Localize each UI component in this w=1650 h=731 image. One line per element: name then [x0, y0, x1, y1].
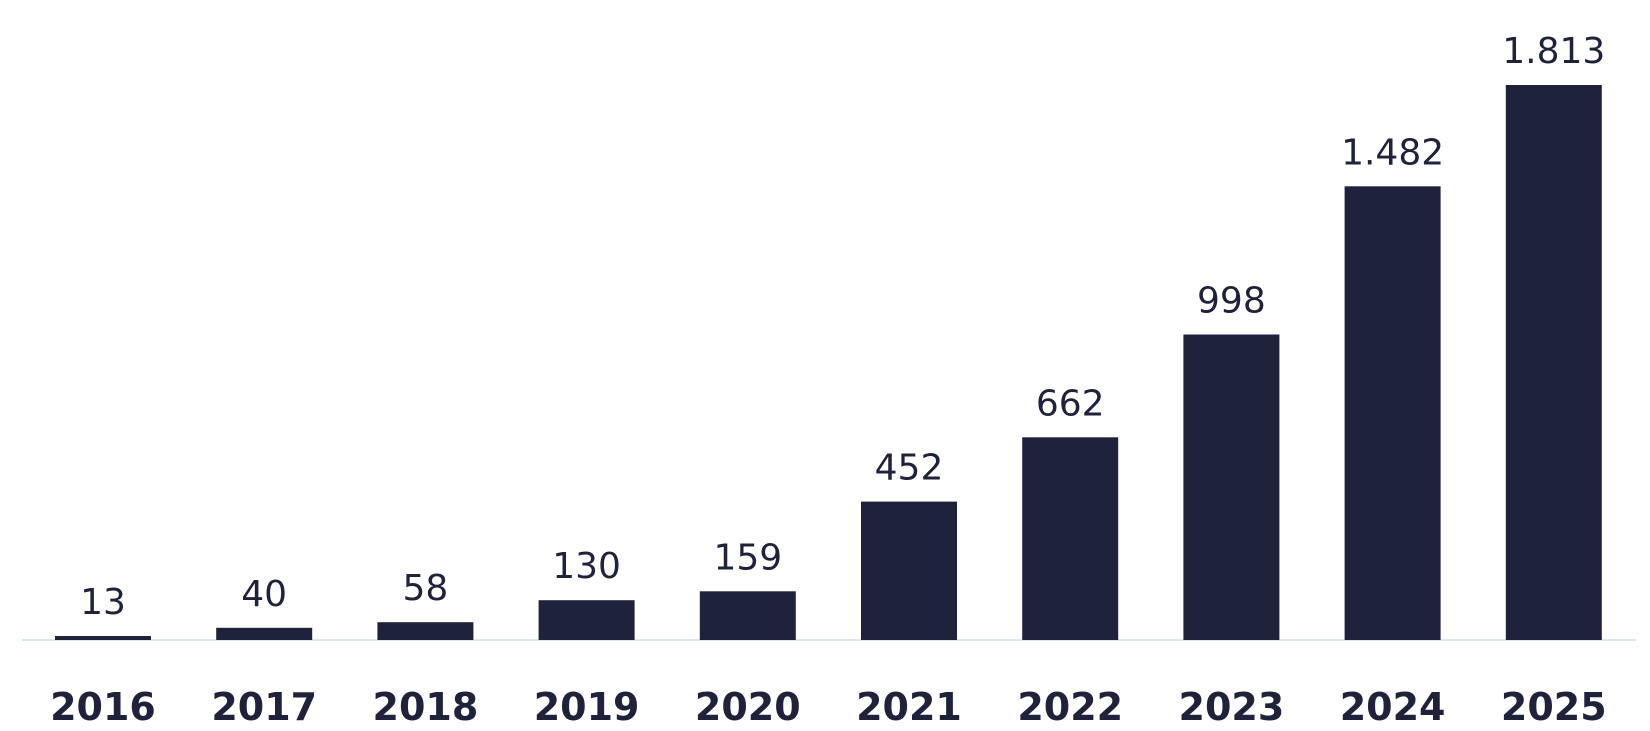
bar-2017 — [216, 627, 313, 640]
bar-2018 — [377, 622, 474, 640]
value-label-2021: 452 — [875, 448, 944, 489]
value-label-2025: 1.813 — [1502, 31, 1605, 72]
category-label-2024: 2024 — [1340, 685, 1446, 729]
category-labels-layer: 2016 2017 2018 2019 2020 2021 2022 2023 2024 2025 — [50, 685, 1607, 729]
bar-2019 — [538, 600, 635, 640]
bars-layer — [55, 85, 1602, 641]
value-label-2018: 58 — [402, 568, 448, 609]
value-label-2019: 130 — [552, 546, 621, 587]
bar-2021 — [861, 501, 957, 640]
category-label-2022: 2022 — [1017, 685, 1123, 729]
bar-2024 — [1344, 186, 1441, 641]
category-label-2023: 2023 — [1179, 685, 1285, 729]
category-label-2025: 2025 — [1501, 685, 1607, 729]
bar-2016 — [55, 636, 151, 640]
category-label-2021: 2021 — [856, 685, 962, 729]
value-label-2023: 998 — [1197, 281, 1266, 322]
value-label-2024: 1.482 — [1341, 132, 1444, 173]
value-label-2017: 40 — [241, 574, 287, 615]
bar-2023 — [1183, 334, 1280, 640]
value-label-2016: 13 — [80, 582, 126, 623]
value-labels-layer: 13 40 58 130 159 452 662 998 1.482 1.813 — [80, 31, 1605, 623]
value-label-2020: 159 — [713, 537, 782, 578]
bar-2020 — [699, 591, 796, 640]
value-label-2022: 662 — [1036, 383, 1105, 424]
category-label-2017: 2017 — [211, 685, 317, 729]
category-label-2018: 2018 — [373, 685, 479, 729]
bar-2022 — [1022, 437, 1119, 640]
category-label-2016: 2016 — [50, 685, 156, 729]
bar-2025 — [1505, 85, 1602, 640]
category-label-2019: 2019 — [534, 685, 640, 729]
category-label-2020: 2020 — [695, 685, 801, 729]
